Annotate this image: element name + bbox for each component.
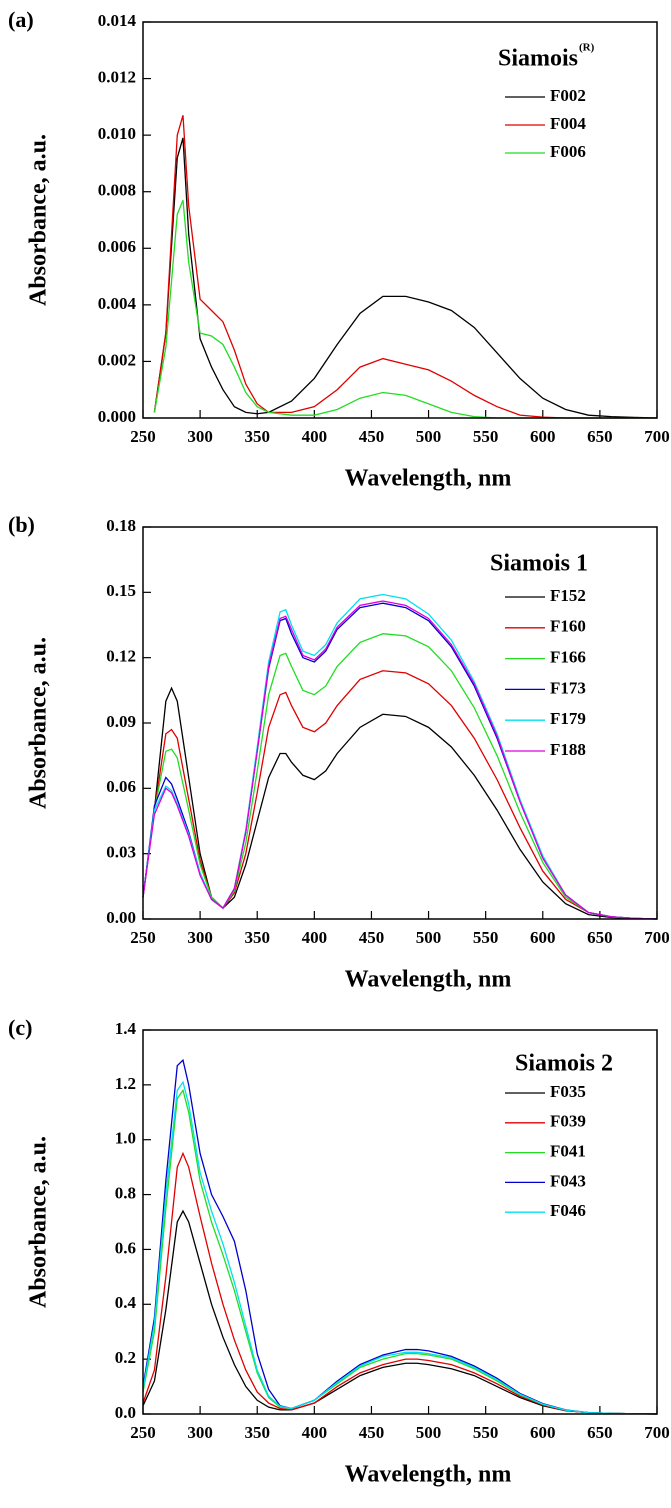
y-tick-label: 0.00 — [106, 908, 136, 927]
legend-title-sup: (R) — [579, 42, 595, 54]
y-tick-label: 1.0 — [115, 1129, 136, 1148]
x-tick-label: 500 — [416, 427, 442, 446]
x-tick-label: 600 — [530, 1423, 556, 1442]
x-tick-label: 650 — [587, 427, 613, 446]
x-tick-label: 500 — [416, 928, 442, 947]
y-tick-label: 0.014 — [98, 11, 137, 30]
y-tick-label: 0.6 — [115, 1238, 136, 1257]
legend-label: F173 — [550, 678, 586, 697]
y-axis-title: Absorbance, a.u. — [26, 637, 52, 809]
x-tick-label: 450 — [359, 928, 385, 947]
series-line — [142, 670, 658, 920]
y-tick-label: 0.004 — [98, 294, 137, 313]
plot-frame — [142, 526, 658, 920]
x-tick-label: 650 — [587, 1423, 613, 1442]
x-tick-label: 450 — [359, 427, 385, 446]
x-tick-label: 300 — [187, 1423, 213, 1442]
y-tick-label: 0.03 — [106, 843, 136, 862]
legend-title: Siamois 1 — [490, 551, 588, 577]
plot-frame — [142, 21, 658, 419]
series-line — [142, 633, 658, 920]
panel-label: (a) — [8, 7, 34, 32]
legend-label: F188 — [550, 740, 586, 759]
x-tick-label: 550 — [473, 928, 499, 947]
legend-label: F046 — [550, 1201, 586, 1220]
y-tick-label: 0.008 — [98, 181, 136, 200]
x-tick-label: 500 — [416, 1423, 442, 1442]
x-tick-label: 400 — [302, 1423, 328, 1442]
y-tick-label: 0.06 — [106, 777, 136, 796]
plot-frame — [142, 1029, 658, 1415]
y-tick-label: 0.0 — [115, 1403, 136, 1422]
legend-title: Siamois — [498, 46, 578, 72]
x-tick-label: 250 — [130, 928, 156, 947]
x-tick-label: 250 — [130, 427, 156, 446]
panel-label: (c) — [8, 1015, 32, 1040]
x-tick-label: 650 — [587, 928, 613, 947]
legend-label: F043 — [550, 1171, 586, 1190]
x-tick-label: 300 — [187, 928, 213, 947]
series-line — [142, 1080, 658, 1415]
series-line — [142, 1151, 658, 1415]
legend-label: F039 — [550, 1112, 586, 1131]
y-tick-label: 0.15 — [106, 581, 136, 600]
legend-label: F179 — [550, 709, 586, 728]
legend-label: F152 — [550, 586, 586, 605]
series-line — [142, 1209, 658, 1415]
x-axis-title: Wavelength, nm — [345, 466, 512, 492]
y-tick-label: 0.18 — [106, 516, 136, 535]
x-tick-label: 400 — [302, 427, 328, 446]
x-tick-label: 600 — [530, 928, 556, 947]
legend-label: F002 — [550, 86, 586, 105]
y-axis-title: Absorbance, a.u. — [26, 1136, 52, 1308]
x-tick-label: 700 — [644, 1423, 670, 1442]
x-tick-label: 300 — [187, 427, 213, 446]
y-tick-label: 0.006 — [98, 237, 136, 256]
panel-label: (b) — [8, 512, 35, 537]
legend-title: Siamois 2 — [515, 1051, 613, 1077]
x-tick-label: 350 — [244, 427, 270, 446]
x-tick-label: 550 — [473, 1423, 499, 1442]
y-tick-label: 0.000 — [98, 407, 136, 426]
series-line — [153, 137, 658, 419]
x-tick-label: 250 — [130, 1423, 156, 1442]
x-tick-label: 450 — [359, 1423, 385, 1442]
x-tick-label: 700 — [644, 928, 670, 947]
x-tick-label: 700 — [644, 427, 670, 446]
x-axis-title: Wavelength, nm — [345, 967, 512, 993]
series-line — [142, 1088, 658, 1415]
x-tick-label: 350 — [244, 928, 270, 947]
y-tick-label: 0.12 — [106, 647, 136, 666]
x-axis-title: Wavelength, nm — [345, 1462, 512, 1488]
legend-label: F035 — [550, 1082, 586, 1101]
x-tick-label: 600 — [530, 427, 556, 446]
series-line — [142, 600, 658, 920]
y-tick-label: 0.8 — [115, 1183, 136, 1202]
y-tick-label: 1.4 — [115, 1019, 137, 1038]
legend-label: F006 — [550, 142, 586, 161]
y-tick-label: 0.2 — [115, 1348, 136, 1367]
legend-label: F166 — [550, 648, 586, 667]
y-tick-label: 0.4 — [115, 1293, 137, 1312]
y-tick-label: 0.09 — [106, 712, 136, 731]
y-axis-title: Absorbance, a.u. — [26, 134, 52, 306]
x-tick-label: 550 — [473, 427, 499, 446]
y-tick-label: 0.012 — [98, 67, 136, 86]
y-tick-label: 1.2 — [115, 1074, 136, 1093]
x-tick-label: 400 — [302, 928, 328, 947]
legend-label: F160 — [550, 617, 586, 636]
legend-label: F041 — [550, 1142, 586, 1161]
x-tick-label: 350 — [244, 1423, 270, 1442]
series-line — [153, 199, 657, 419]
y-tick-label: 0.010 — [98, 124, 136, 143]
y-tick-label: 0.002 — [98, 350, 136, 369]
series-line — [142, 686, 658, 920]
legend-label: F004 — [550, 114, 586, 133]
